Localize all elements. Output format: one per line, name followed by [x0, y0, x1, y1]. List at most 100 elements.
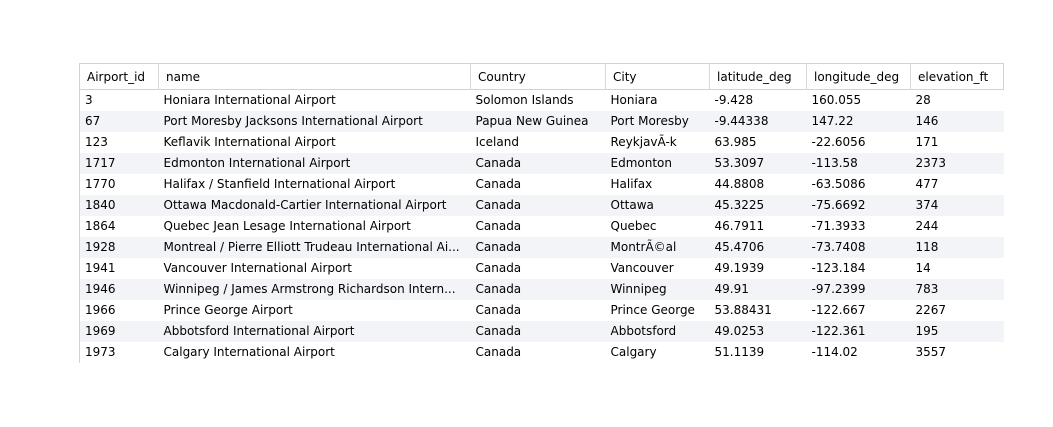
- column-header-country[interactable]: Country: [470, 63, 606, 90]
- cell-latitude[interactable]: 51.1139: [709, 341, 807, 363]
- cell-city[interactable]: Honiara: [605, 89, 710, 111]
- column-header-city[interactable]: City: [605, 63, 710, 90]
- cell-city[interactable]: Calgary: [605, 341, 710, 363]
- cell-elevation[interactable]: 118: [910, 236, 1004, 258]
- cell-name[interactable]: Winnipeg / James Armstrong Richardson In…: [158, 278, 471, 300]
- cell-longitude[interactable]: -73.7408: [806, 236, 911, 258]
- table-row[interactable]: 123 Keflavik International Airport Iceland…: [79, 131, 1004, 153]
- cell-name[interactable]: Halifax / Stanfield International Airpor…: [158, 173, 471, 195]
- cell-airport-id[interactable]: 1946: [79, 278, 159, 300]
- table-row[interactable]: 1946 Winnipeg / James Armstrong Richardso…: [79, 278, 1004, 300]
- cell-country[interactable]: Canada: [470, 257, 606, 279]
- cell-name[interactable]: Ottawa Macdonald-Cartier International A…: [158, 194, 471, 216]
- table-row[interactable]: 1840 Ottawa Macdonald-Cartier Internation…: [79, 194, 1004, 216]
- column-header-airport-id[interactable]: Airport_id: [79, 63, 159, 90]
- cell-city[interactable]: Halifax: [605, 173, 710, 195]
- cell-latitude[interactable]: 46.7911: [709, 215, 807, 237]
- cell-airport-id[interactable]: 1770: [79, 173, 159, 195]
- column-header-elevation[interactable]: elevation_ft: [910, 63, 1004, 90]
- cell-elevation[interactable]: 146: [910, 110, 1004, 132]
- cell-airport-id[interactable]: 123: [79, 131, 159, 153]
- cell-latitude[interactable]: 49.0253: [709, 320, 807, 342]
- cell-longitude[interactable]: -97.2399: [806, 278, 911, 300]
- cell-latitude[interactable]: 45.3225: [709, 194, 807, 216]
- cell-name[interactable]: Edmonton International Airport: [158, 152, 471, 174]
- cell-latitude[interactable]: 63.985: [709, 131, 807, 153]
- cell-city[interactable]: Edmonton: [605, 152, 710, 174]
- cell-name[interactable]: Keflavik International Airport: [158, 131, 471, 153]
- table-row[interactable]: 1969 Abbotsford International Airport Cana…: [79, 320, 1004, 342]
- cell-city[interactable]: Prince George: [605, 299, 710, 321]
- cell-name[interactable]: Calgary International Airport: [158, 341, 471, 363]
- cell-name[interactable]: Honiara International Airport: [158, 89, 471, 111]
- cell-airport-id[interactable]: 1969: [79, 320, 159, 342]
- cell-airport-id[interactable]: 1941: [79, 257, 159, 279]
- cell-country[interactable]: Canada: [470, 152, 606, 174]
- cell-longitude[interactable]: 147.22: [806, 110, 911, 132]
- cell-elevation[interactable]: 244: [910, 215, 1004, 237]
- cell-elevation[interactable]: 3557: [910, 341, 1004, 363]
- column-header-latitude[interactable]: latitude_deg: [709, 63, 807, 90]
- cell-elevation[interactable]: 171: [910, 131, 1004, 153]
- cell-elevation[interactable]: 477: [910, 173, 1004, 195]
- cell-city[interactable]: Winnipeg: [605, 278, 710, 300]
- cell-longitude[interactable]: -113.58: [806, 152, 911, 174]
- cell-airport-id[interactable]: 1928: [79, 236, 159, 258]
- cell-elevation[interactable]: 374: [910, 194, 1004, 216]
- cell-airport-id[interactable]: 1864: [79, 215, 159, 237]
- cell-latitude[interactable]: 53.3097: [709, 152, 807, 174]
- cell-country[interactable]: Canada: [470, 320, 606, 342]
- cell-country[interactable]: Solomon Islands: [470, 89, 606, 111]
- cell-country[interactable]: Papua New Guinea: [470, 110, 606, 132]
- cell-elevation[interactable]: 783: [910, 278, 1004, 300]
- cell-airport-id[interactable]: 1717: [79, 152, 159, 174]
- cell-country[interactable]: Canada: [470, 341, 606, 363]
- table-row[interactable]: 1717 Edmonton International Airport Canada…: [79, 152, 1004, 174]
- cell-longitude[interactable]: -71.3933: [806, 215, 911, 237]
- cell-name[interactable]: Prince George Airport: [158, 299, 471, 321]
- cell-city[interactable]: Port Moresby: [605, 110, 710, 132]
- cell-airport-id[interactable]: 1973: [79, 341, 159, 363]
- cell-longitude[interactable]: 160.055: [806, 89, 911, 111]
- cell-longitude[interactable]: -122.667: [806, 299, 911, 321]
- cell-name[interactable]: Montreal / Pierre Elliott Trudeau Intern…: [158, 236, 471, 258]
- cell-name[interactable]: Port Moresby Jacksons International Airp…: [158, 110, 471, 132]
- cell-longitude[interactable]: -63.5086: [806, 173, 911, 195]
- cell-latitude[interactable]: 44.8808: [709, 173, 807, 195]
- cell-airport-id[interactable]: 3: [79, 89, 159, 111]
- cell-name[interactable]: Vancouver International Airport: [158, 257, 471, 279]
- cell-longitude[interactable]: -75.6692: [806, 194, 911, 216]
- cell-longitude[interactable]: -122.361: [806, 320, 911, 342]
- table-row[interactable]: 1966 Prince George Airport Canada Prince Ge…: [79, 299, 1004, 321]
- cell-country[interactable]: Canada: [470, 173, 606, 195]
- cell-city[interactable]: Abbotsford: [605, 320, 710, 342]
- column-header-longitude[interactable]: longitude_deg: [806, 63, 911, 90]
- cell-longitude[interactable]: -114.02: [806, 341, 911, 363]
- cell-country[interactable]: Canada: [470, 215, 606, 237]
- cell-elevation[interactable]: 2267: [910, 299, 1004, 321]
- cell-airport-id[interactable]: 1840: [79, 194, 159, 216]
- cell-city[interactable]: MontrÃ©al: [605, 236, 710, 258]
- cell-longitude[interactable]: -123.184: [806, 257, 911, 279]
- cell-name[interactable]: Abbotsford International Airport: [158, 320, 471, 342]
- cell-country[interactable]: Iceland: [470, 131, 606, 153]
- table-row[interactable]: 67 Port Moresby Jacksons International Ai…: [79, 110, 1004, 132]
- cell-elevation[interactable]: 28: [910, 89, 1004, 111]
- cell-latitude[interactable]: 53.88431: [709, 299, 807, 321]
- cell-country[interactable]: Canada: [470, 299, 606, 321]
- cell-country[interactable]: Canada: [470, 194, 606, 216]
- cell-latitude[interactable]: 49.1939: [709, 257, 807, 279]
- cell-city[interactable]: Ottawa: [605, 194, 710, 216]
- column-header-name[interactable]: name: [158, 63, 471, 90]
- cell-city[interactable]: Quebec: [605, 215, 710, 237]
- table-row[interactable]: 1941 Vancouver International Airport Canad…: [79, 257, 1004, 279]
- table-row[interactable]: 1864 Quebec Jean Lesage International Air…: [79, 215, 1004, 237]
- cell-city[interactable]: ReykjavÃ-k: [605, 131, 710, 153]
- cell-elevation[interactable]: 195: [910, 320, 1004, 342]
- cell-elevation[interactable]: 2373: [910, 152, 1004, 174]
- table-row[interactable]: 1928 Montreal / Pierre Elliott Trudeau In…: [79, 236, 1004, 258]
- cell-country[interactable]: Canada: [470, 236, 606, 258]
- cell-airport-id[interactable]: 67: [79, 110, 159, 132]
- table-row[interactable]: 3 Honiara International Airport Solomon Is…: [79, 89, 1004, 111]
- cell-country[interactable]: Canada: [470, 278, 606, 300]
